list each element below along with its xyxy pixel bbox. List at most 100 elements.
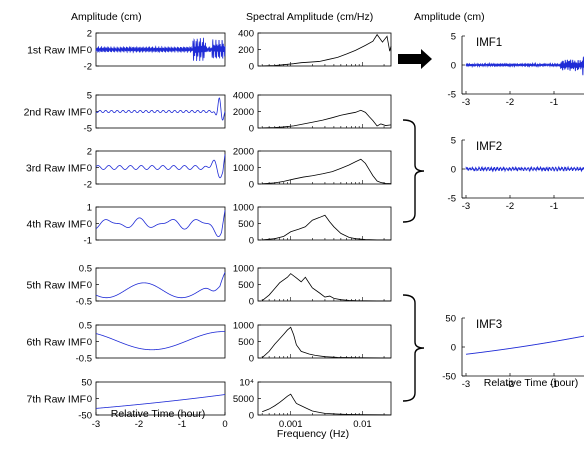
- time-axis-label: Relative Time (hour): [111, 408, 206, 420]
- imf-waveform: [95, 97, 226, 121]
- spectral-tick-label: 0: [249, 297, 254, 308]
- spectral-tick-label: 0: [249, 236, 254, 247]
- spectral-tick-label: 2000: [233, 107, 254, 118]
- final-imf-time-tick-label: -3: [462, 97, 470, 108]
- amplitude-tick-label: 1: [87, 203, 92, 214]
- amplitude-tick-label: 0.5: [79, 321, 92, 332]
- spectral-tick-label: 200: [238, 45, 254, 56]
- spectrum-panel-frame: [257, 324, 392, 359]
- raw-imf-row: 3rd Raw IMF2 0 -2 2000 1000 0: [26, 147, 392, 191]
- amplitude-tick-label: 0: [87, 337, 92, 348]
- spectral-tick-label: 0: [249, 180, 254, 191]
- amplitude-tick-label: -2: [84, 62, 92, 73]
- connectors: [398, 49, 432, 402]
- spectrum-panel: 10⁴ 5000 0: [233, 378, 392, 422]
- amplitude-tick-label: -1: [84, 236, 92, 247]
- raw-imf-label: 1st Raw IMF: [27, 45, 86, 57]
- spectral-tick-label: 1000: [233, 203, 254, 214]
- spectrum-line: [261, 326, 392, 359]
- frequency-tick-label: 0.01: [353, 419, 372, 430]
- amplitude-tick-label: -2: [84, 180, 92, 191]
- raw-imf-label: 7th Raw IMF: [26, 394, 86, 406]
- arrow-icon: [398, 49, 432, 69]
- amplitude-tick-label: 5: [87, 91, 92, 102]
- final-imf-time-tick-label: -1: [550, 379, 558, 390]
- time-tick-label: -3: [92, 419, 100, 430]
- spectral-column-header: Spectral Amplitude (cm/Hz): [246, 11, 373, 23]
- grouping-brace: [402, 294, 425, 402]
- raw-imf-row: 1st Raw IMF2 0 -2 400 200 0: [27, 29, 392, 73]
- amplitude-tick-label: 0: [87, 280, 92, 291]
- amplitude-panel: 2 0 -2: [84, 29, 226, 73]
- final-imf-title: IMF2: [476, 141, 502, 153]
- spectral-tick-label: 0: [249, 124, 254, 135]
- amplitude-panel: 0.5 0 -0.5: [76, 264, 226, 308]
- final-imf-time-tick-label: -3: [462, 379, 470, 390]
- spectrum-panel-frame: [257, 150, 392, 185]
- spectral-tick-label: 0: [249, 411, 254, 422]
- spectrum-panel: 400 200 0: [238, 29, 392, 73]
- amplitude-tick-label: -5: [84, 124, 92, 135]
- spectrum-panel-frame: [257, 94, 392, 129]
- final-imf-tick-label: -50: [442, 372, 456, 383]
- spectral-tick-label: 2000: [233, 147, 254, 158]
- raw-imf-label: 4th Raw IMF: [26, 219, 86, 231]
- spectral-tick-label: 4000: [233, 91, 254, 102]
- amplitude-column-header: Amplitude (cm): [71, 11, 142, 23]
- final-imf-tick-label: 50: [445, 314, 456, 325]
- amplitude-tick-label: 2: [87, 29, 92, 40]
- final-imf-tick-label: 0: [451, 343, 456, 354]
- spectrum-panel-frame: [257, 206, 392, 241]
- spectrum-panel: 1000 500 0: [233, 321, 392, 365]
- column-headers: Amplitude (cm) Spectral Amplitude (cm/Hz…: [71, 11, 485, 23]
- amplitude-panel: 5 0 -5: [84, 91, 226, 135]
- frequency-axis-label: Frequency (Hz): [277, 428, 349, 440]
- final-imf-tick-label: 0: [451, 61, 456, 72]
- spectral-tick-label: 1000: [233, 163, 254, 174]
- raw-imf-label: 2nd Raw IMF: [24, 107, 86, 119]
- spectrum-line: [262, 393, 392, 416]
- imf-waveform: [95, 394, 226, 409]
- final-imf-title: IMF3: [476, 319, 502, 331]
- spectrum-line: [262, 109, 392, 129]
- amplitude-panel: 50 0 -50: [78, 378, 226, 422]
- time-tick-label: -1: [178, 419, 186, 430]
- final-imf-waveform: [465, 165, 584, 173]
- imf-waveform: [95, 37, 226, 61]
- spectral-tick-label: 500: [238, 280, 254, 291]
- spectrum-line: [262, 33, 392, 67]
- spectral-tick-label: 0: [249, 354, 254, 365]
- spectral-tick-label: 0: [249, 62, 254, 73]
- spectrum-panel-frame: [257, 381, 392, 416]
- final-imf-time-tick-label: -1: [550, 97, 558, 108]
- spectrum-panel: 1000 500 0: [233, 203, 392, 247]
- final-imf-tick-label: -5: [448, 90, 456, 101]
- imf-waveform: [95, 154, 226, 179]
- spectral-tick-label: 5000: [233, 394, 254, 405]
- final-imf-time-tick-label: -3: [462, 201, 470, 212]
- amplitude-tick-label: 50: [81, 378, 92, 389]
- spectrum-panel: 2000 1000 0: [233, 147, 392, 191]
- amplitude-tick-label: 0: [87, 163, 92, 174]
- raw-imf-label: 3rd Raw IMF: [26, 163, 86, 175]
- frequency-tick-label: 0.001: [279, 419, 303, 430]
- amplitude-tick-label: 0: [87, 394, 92, 405]
- spectral-tick-label: 500: [238, 219, 254, 230]
- amplitude-tick-label: -0.5: [76, 354, 92, 365]
- final-imf-time-tick-label: -2: [506, 201, 514, 212]
- final-imf-time-tick-label: -2: [506, 379, 514, 390]
- amplitude-panel: 1 0 -1: [84, 203, 226, 247]
- final-imf-waveform: [465, 335, 584, 355]
- spectral-tick-label: 1000: [233, 321, 254, 332]
- final-imf-waveform: [465, 56, 584, 76]
- imf-waveform: [95, 210, 226, 238]
- x-axis-labels: Relative Time (hour) Frequency (Hz) Rela…: [111, 377, 579, 440]
- amplitude-tick-label: 0: [87, 219, 92, 230]
- raw-imf-row: 7th Raw IMF 50 0 -50 10⁴ 5000 0 -3 -2 -1 0 0.001 0.0…: [26, 378, 392, 430]
- final-imf-tick-label: 5: [451, 136, 456, 147]
- final-imf-tick-label: 0: [451, 165, 456, 176]
